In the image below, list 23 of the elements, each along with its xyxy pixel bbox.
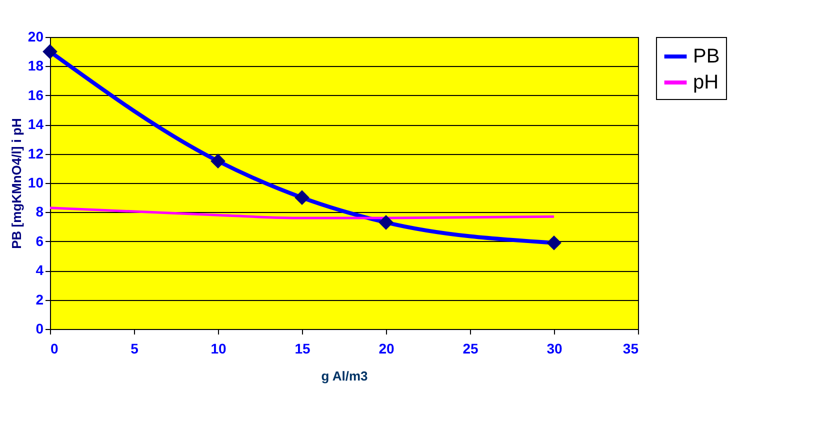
y-tick-label: 0: [36, 320, 44, 336]
y-tick-label: 20: [28, 28, 44, 44]
y-tick-label: 12: [28, 145, 44, 162]
x-axis-title: g Al/m3: [321, 368, 368, 384]
y-axis-title: PB [mgKMnO4/l] i pH: [8, 118, 24, 249]
legend-label: PB: [693, 46, 720, 68]
y-tick-label: 8: [36, 204, 44, 220]
y-tick-label: 4: [36, 262, 44, 278]
legend-label: pH: [693, 72, 719, 94]
x-tick-label: 30: [546, 340, 562, 356]
x-tick-label: 20: [378, 340, 394, 356]
x-tick-label: 15: [294, 340, 310, 356]
x-tick-label: 10: [210, 340, 226, 356]
x-tick-label: 0: [50, 340, 58, 356]
y-tick-label: 16: [28, 86, 44, 103]
y-tick-label: 18: [28, 58, 44, 74]
y-tick-label: 10: [28, 174, 44, 190]
x-tick-label: 25: [462, 340, 478, 356]
y-tick-label: 6: [36, 232, 44, 249]
x-tick-label: 5: [130, 340, 139, 356]
y-tick-label: 14: [28, 116, 44, 132]
x-tick-label: 35: [622, 340, 639, 356]
y-tick-label: 2: [36, 291, 44, 308]
